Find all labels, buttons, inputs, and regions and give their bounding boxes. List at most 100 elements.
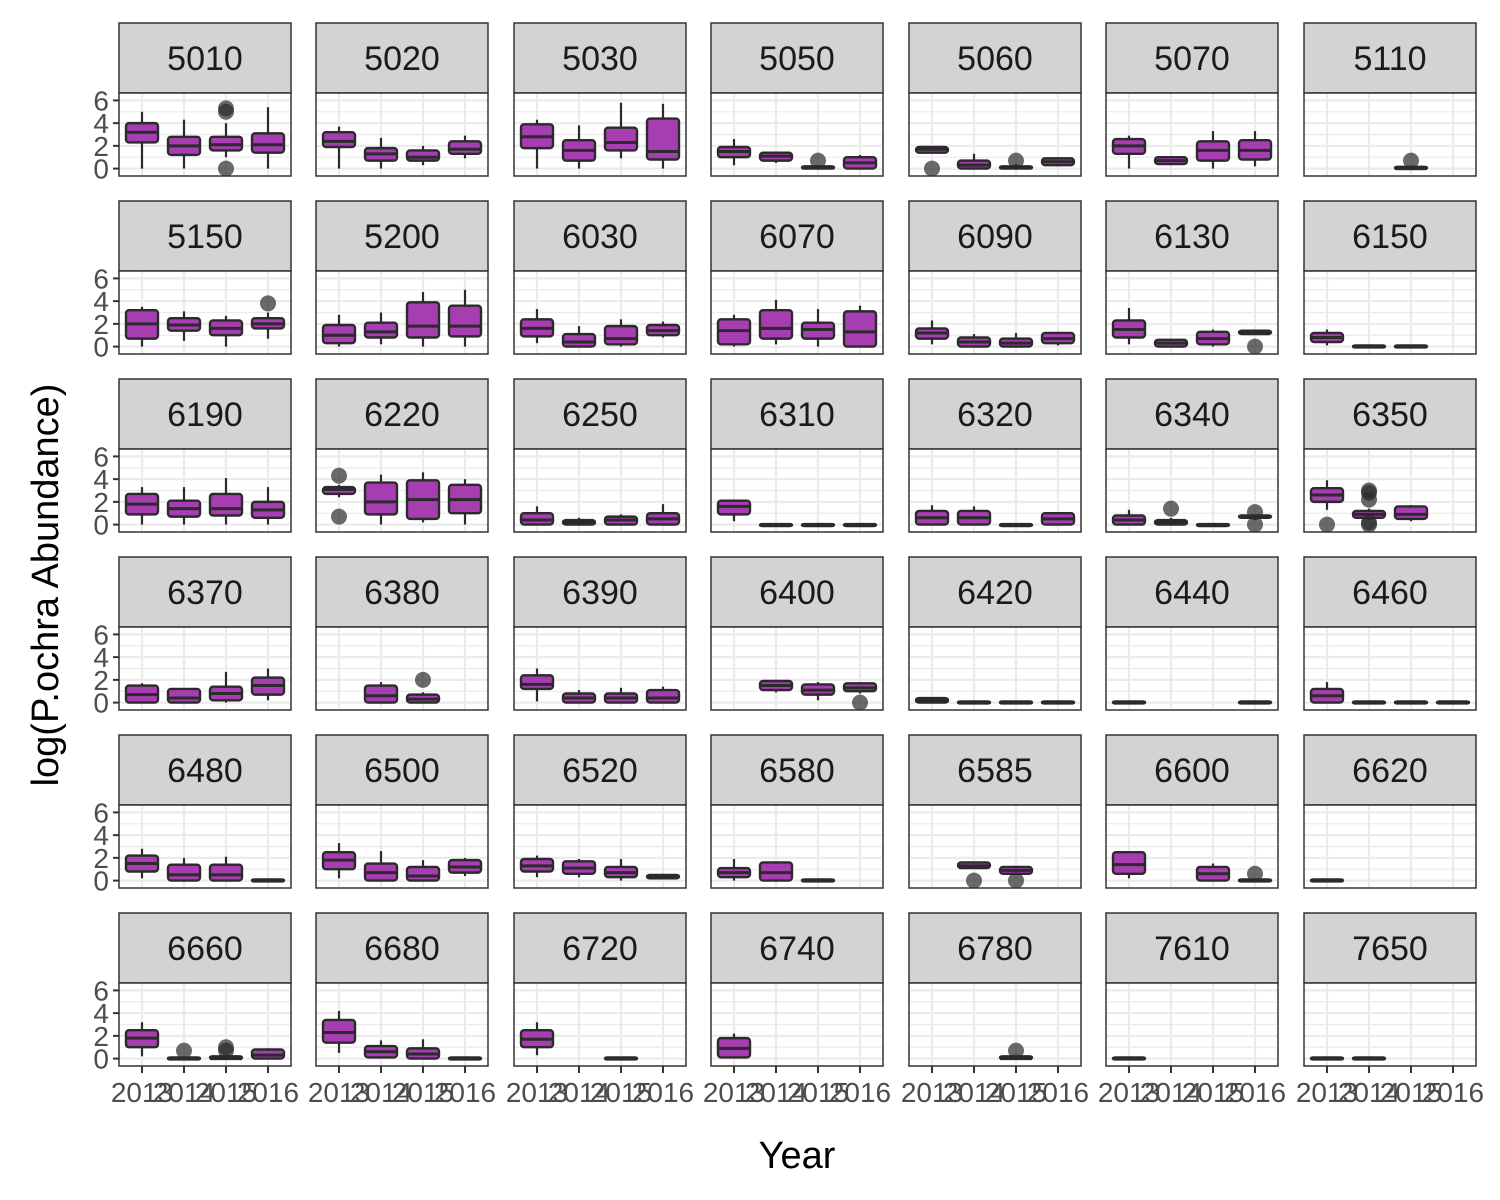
y-tick-label: 4 bbox=[93, 998, 109, 1029]
facet-strip-label: 6740 bbox=[759, 930, 835, 968]
panel-border bbox=[513, 982, 687, 1067]
boxplot-6720-2015 bbox=[603, 1056, 639, 1061]
boxplot-6390-2015 bbox=[603, 687, 639, 704]
boxplot-6320-2015 bbox=[998, 522, 1034, 528]
boxplot-6460-2015 bbox=[1393, 700, 1429, 705]
boxplot-6070-2014 bbox=[758, 300, 794, 345]
facet-strip bbox=[908, 734, 1082, 806]
x-tick-label: 2016 bbox=[829, 1077, 891, 1108]
boxplot-6580-2013 bbox=[716, 859, 752, 881]
facet-strip-label: 6320 bbox=[957, 396, 1033, 434]
facet-strip bbox=[513, 200, 687, 272]
panel-border bbox=[908, 270, 1082, 355]
facet-strip bbox=[315, 22, 489, 94]
y-tick-label: 2 bbox=[93, 309, 109, 340]
panel-grid bbox=[909, 93, 1081, 176]
boxplot-6340-2014 bbox=[1153, 500, 1189, 526]
boxplot-6130-2015 bbox=[1195, 329, 1231, 347]
panel-border bbox=[1105, 448, 1279, 533]
panel-border bbox=[1303, 270, 1477, 355]
panel-border bbox=[315, 92, 489, 177]
boxplot-6400-2014 bbox=[758, 679, 794, 693]
boxplot-6370-2015 bbox=[208, 671, 244, 703]
outlier-point bbox=[810, 152, 826, 169]
boxplot-6350-2014 bbox=[1351, 482, 1387, 533]
panel-border bbox=[1303, 804, 1477, 889]
facet-panel-6090: 6090 bbox=[908, 200, 1082, 355]
facet-strip bbox=[118, 378, 292, 450]
boxplot-5010-2016 bbox=[250, 107, 286, 169]
facet-strip-label: 6370 bbox=[167, 574, 243, 612]
panel-border bbox=[908, 804, 1082, 889]
facet-strip bbox=[1105, 200, 1279, 272]
boxplot-5030-2014 bbox=[561, 125, 597, 169]
boxplot-6390-2016 bbox=[645, 686, 681, 704]
box bbox=[758, 309, 794, 340]
boxplot-6520-2014 bbox=[561, 859, 597, 878]
facet-panel-5060: 5060 bbox=[908, 22, 1082, 177]
box bbox=[405, 865, 441, 882]
box bbox=[603, 324, 639, 346]
outlier-point bbox=[331, 508, 347, 525]
facet-strip bbox=[1105, 912, 1279, 984]
facet-strip-label: 5200 bbox=[364, 218, 440, 256]
boxplot-6660-2014 bbox=[166, 1042, 202, 1061]
box bbox=[166, 687, 202, 704]
boxplot-5150-2015 bbox=[208, 315, 244, 347]
box bbox=[321, 131, 357, 149]
box bbox=[405, 301, 441, 339]
boxplot-6420-2016 bbox=[1040, 700, 1076, 705]
x-tick-label: 2014 bbox=[548, 1077, 610, 1108]
boxplot-6460-2016 bbox=[1435, 700, 1471, 705]
facet-strip-label: 7610 bbox=[1154, 930, 1230, 968]
boxplot-5150-2014 bbox=[166, 311, 202, 341]
x-tick-label: 2014 bbox=[153, 1077, 215, 1108]
boxplot-5060-2014 bbox=[956, 153, 992, 170]
facet-strip-label: 6090 bbox=[957, 218, 1033, 256]
boxplot-6320-2016 bbox=[1040, 512, 1076, 526]
boxplot-6190-2015 bbox=[208, 478, 244, 525]
facet-strip bbox=[710, 22, 884, 94]
panel-border bbox=[513, 92, 687, 177]
box bbox=[166, 863, 202, 882]
panel-grid bbox=[909, 805, 1081, 888]
panel-grid bbox=[909, 983, 1081, 1066]
outlier-point bbox=[331, 467, 347, 484]
boxplot-5030-2015 bbox=[603, 102, 639, 159]
panel-border bbox=[1303, 626, 1477, 711]
boxplot-5010-2013 bbox=[124, 111, 160, 169]
panel-border bbox=[710, 270, 884, 355]
boxplot-6680-2016 bbox=[447, 1056, 483, 1061]
facet-panel-5020: 5020 bbox=[315, 22, 489, 177]
boxplot-5060-2013 bbox=[914, 145, 950, 177]
boxplot-6500-2014 bbox=[363, 851, 399, 882]
facet-strip-label: 5060 bbox=[957, 40, 1033, 78]
boxplot-6340-2013 bbox=[1111, 509, 1147, 526]
y-tick-label: 6 bbox=[93, 441, 109, 472]
facet-strip-label: 6620 bbox=[1352, 752, 1428, 790]
facet-strip bbox=[1303, 556, 1477, 628]
facet-strip-label: 6500 bbox=[364, 752, 440, 790]
boxplot-5020-2016 bbox=[447, 135, 483, 159]
outlier-point bbox=[218, 1039, 234, 1056]
facet-strip bbox=[1303, 378, 1477, 450]
facet-strip-label: 6440 bbox=[1154, 574, 1230, 612]
panel-grid bbox=[909, 271, 1081, 354]
facet-strip-label: 6150 bbox=[1352, 218, 1428, 256]
panel-grid bbox=[1304, 93, 1476, 176]
x-tick-label: 2013 bbox=[1296, 1077, 1358, 1108]
boxplot-6580-2015 bbox=[800, 878, 836, 883]
boxplot-6070-2015 bbox=[800, 309, 836, 347]
facet-strip-label: 6070 bbox=[759, 218, 835, 256]
boxplot-5050-2014 bbox=[758, 151, 794, 163]
facet-strip-label: 6600 bbox=[1154, 752, 1230, 790]
boxplot-6680-2014 bbox=[363, 1040, 399, 1059]
boxplot-6250-2015 bbox=[603, 514, 639, 526]
facet-strip bbox=[315, 200, 489, 272]
y-tick-label: 4 bbox=[93, 108, 109, 139]
panel-border bbox=[118, 448, 292, 533]
box bbox=[519, 674, 555, 691]
outlier-point bbox=[260, 295, 276, 312]
panel-border bbox=[1303, 92, 1477, 177]
